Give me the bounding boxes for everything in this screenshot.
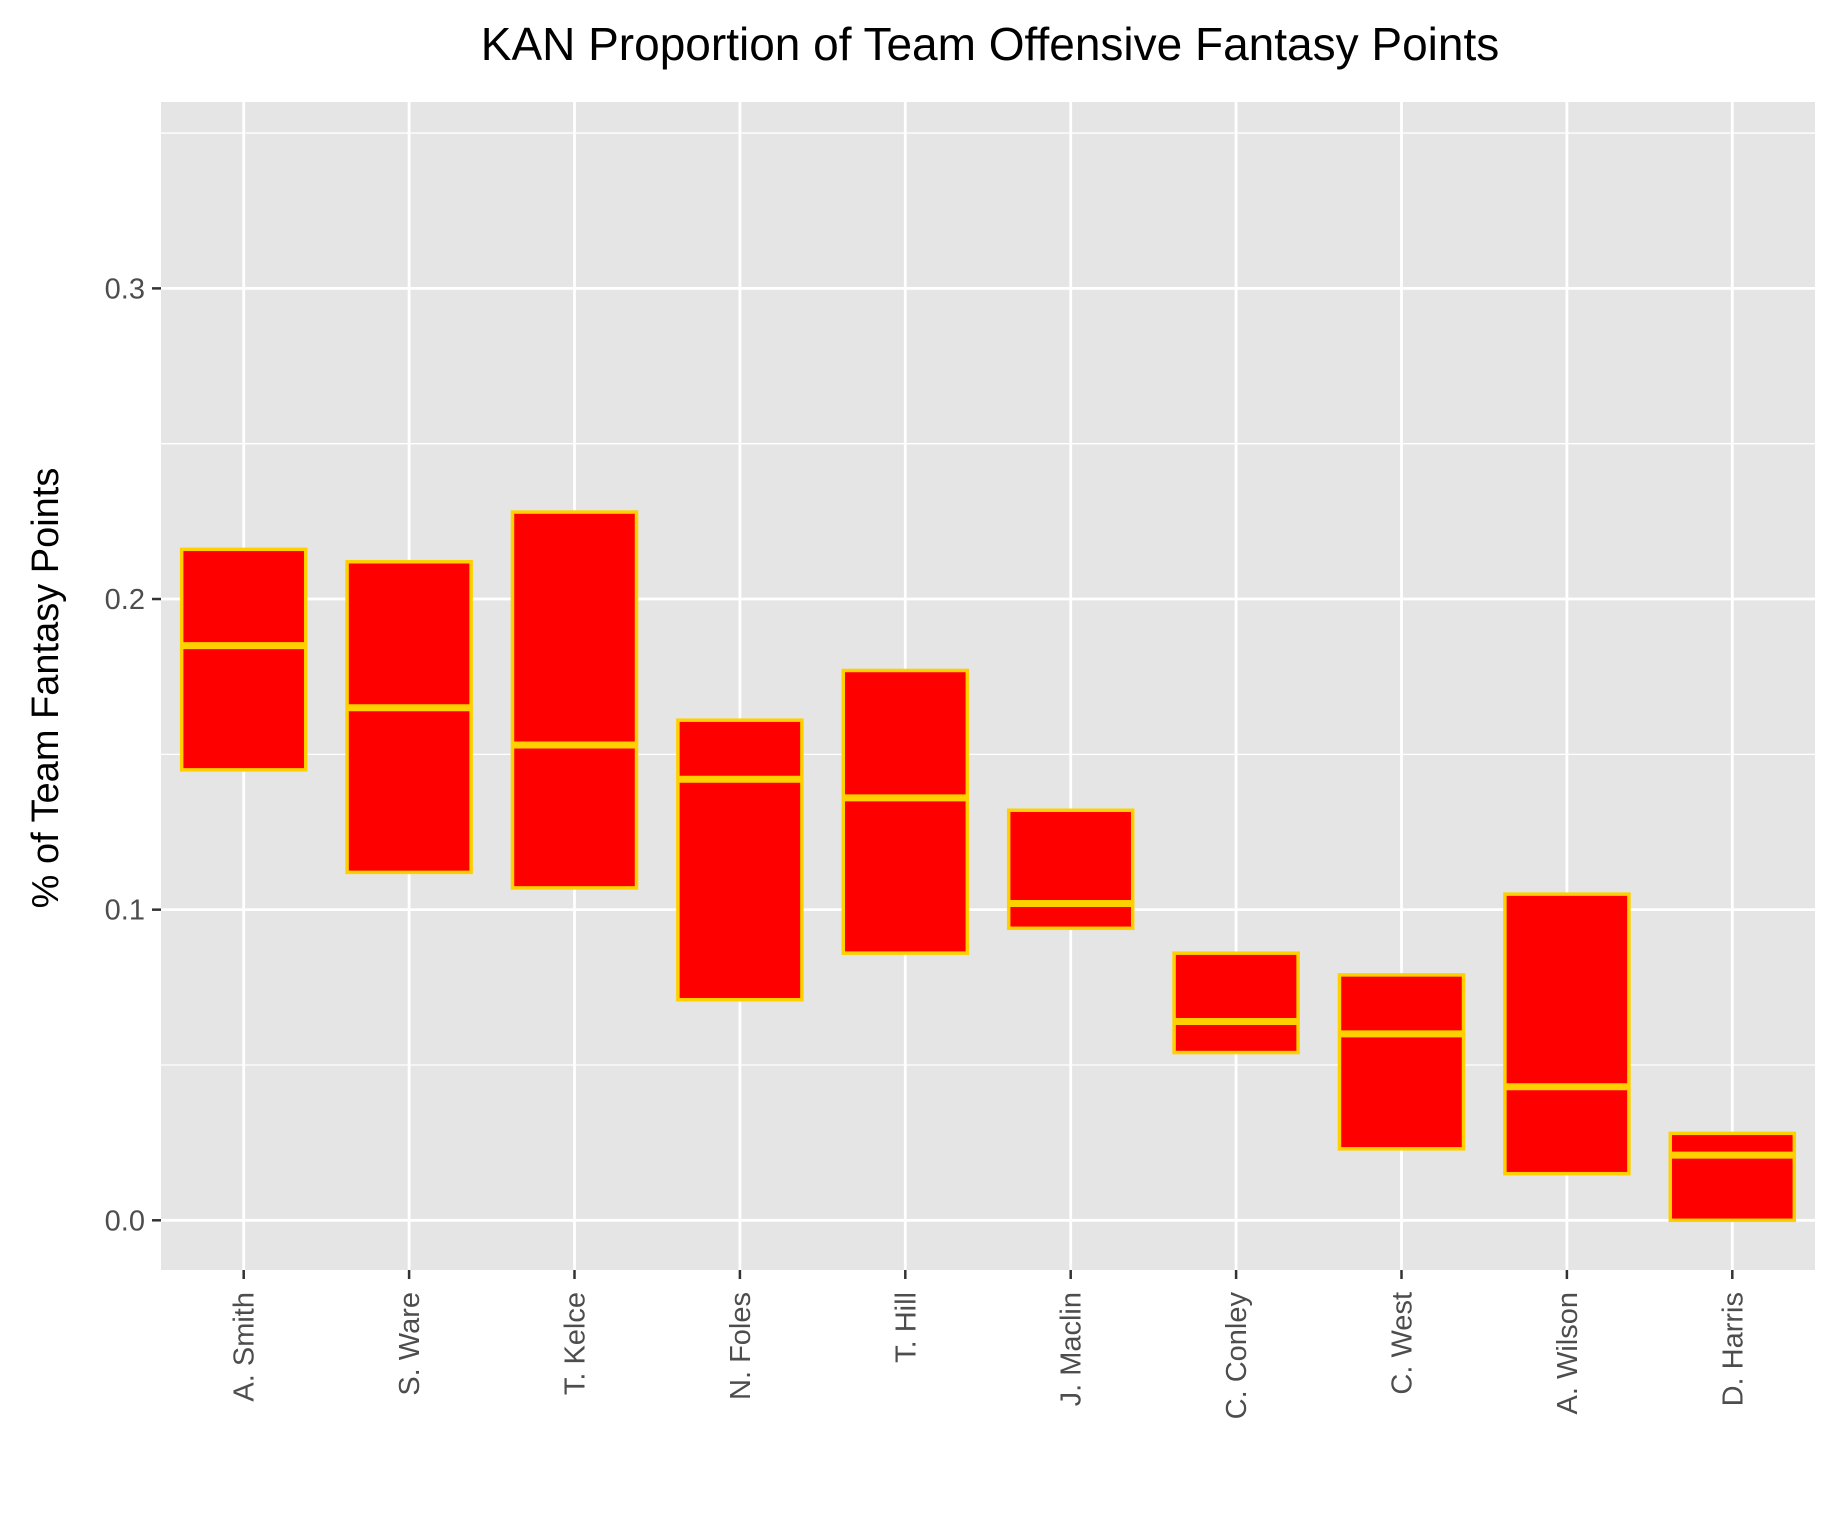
x-tick-label: A. Smith: [229, 1292, 261, 1402]
y-tick-label: 0.2: [105, 584, 145, 616]
box-a-wilson: [1503, 892, 1631, 1176]
box-layer: [179, 510, 1797, 1223]
y-tick-label: 0.3: [105, 273, 145, 305]
x-tick-label: N. Foles: [725, 1292, 757, 1400]
y-tick-label: 0.0: [105, 1205, 145, 1237]
box-c-conley: [1172, 951, 1300, 1055]
box-n-foles: [676, 718, 804, 1002]
x-tick-label: C. Conley: [1221, 1292, 1253, 1420]
x-tick-label: T. Hill: [890, 1292, 922, 1363]
box-c-west: [1337, 973, 1466, 1151]
box-a-smith: [179, 547, 308, 772]
box-s-ware: [345, 559, 473, 875]
x-tick-label: S. Ware: [394, 1292, 426, 1396]
box-j-maclin: [1006, 808, 1135, 931]
x-tick-label: T. Kelce: [560, 1292, 592, 1395]
box-d-harris: [1668, 1131, 1797, 1223]
y-axis-label: % of Team Fantasy Points: [25, 468, 67, 909]
y-tick-label: 0.1: [105, 895, 145, 927]
x-tick-label: A. Wilson: [1552, 1292, 1584, 1414]
box-t-hill: [841, 668, 970, 955]
box-t-kelce: [510, 510, 639, 890]
chart-title: KAN Proportion of Team Offensive Fantasy…: [481, 18, 1499, 70]
x-tick-label: C. West: [1387, 1292, 1419, 1395]
y-axis: 0.0 0.1 0.2 0.3: [105, 273, 161, 1237]
x-tick-label: J. Maclin: [1056, 1292, 1088, 1406]
x-tick-label: D. Harris: [1717, 1292, 1749, 1406]
x-axis: A. Smith S. Ware T. Kelce N. Foles T. Hill J.…: [229, 1270, 1749, 1420]
